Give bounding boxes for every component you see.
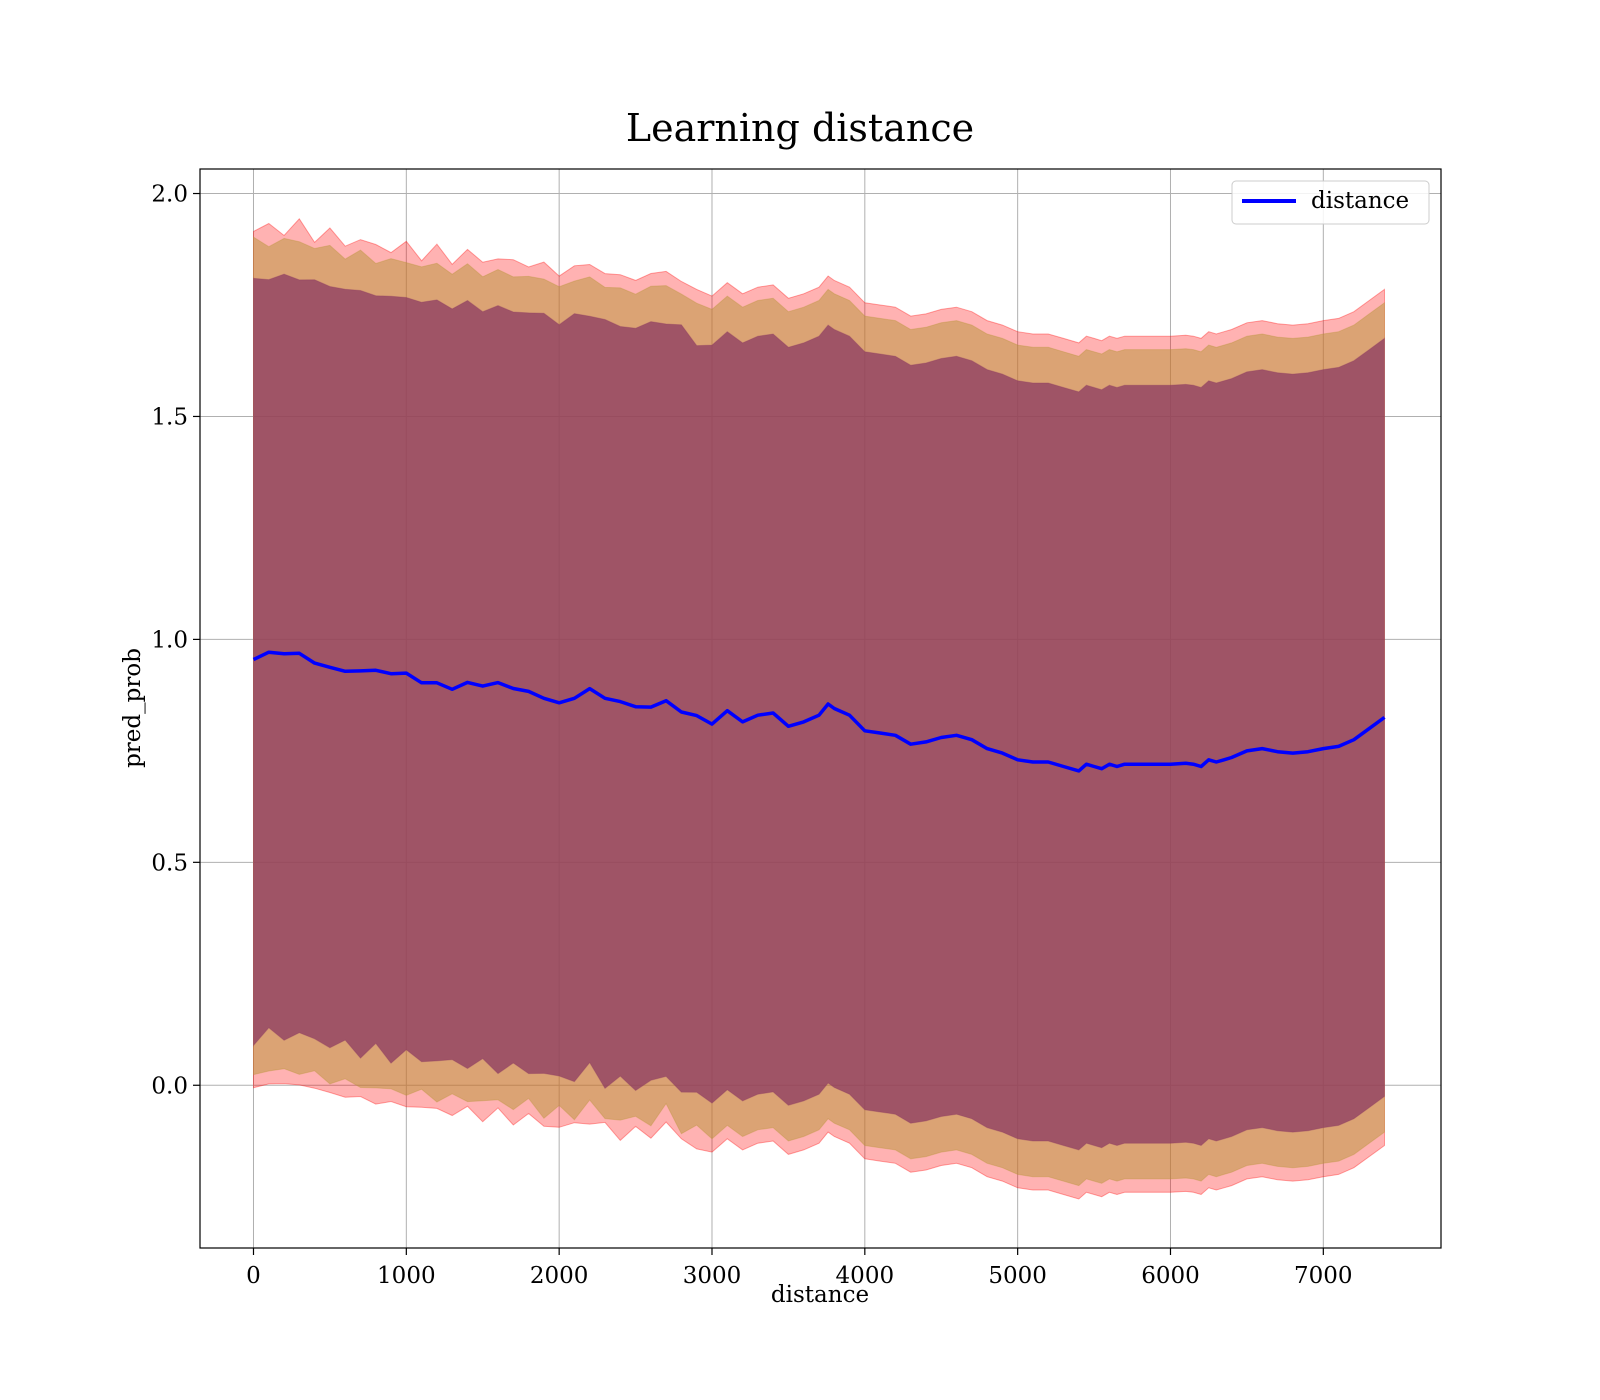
y-axis-label: pred_prob (120, 648, 146, 768)
x-tick-label-3: 3000 (683, 1263, 742, 1289)
confidence-bands (253, 217, 1385, 1200)
x-tick-label-4: 4000 (836, 1263, 895, 1289)
x-tick-label-6: 6000 (1141, 1263, 1200, 1289)
x-tick-label-5: 5000 (988, 1263, 1047, 1289)
y-tick-label-2: 1.0 (151, 627, 188, 653)
x-tick-label-7: 7000 (1294, 1263, 1353, 1289)
band-inner (253, 273, 1385, 1151)
y-tick-label-0: 0.0 (151, 1073, 188, 1099)
y-tick-label-3: 1.5 (151, 404, 188, 430)
y-tick-label-4: 2.0 (151, 182, 188, 208)
chart-title: Learning distance (626, 106, 974, 150)
x-tick-label-0: 0 (246, 1263, 261, 1289)
x-tick-label-1: 1000 (377, 1263, 436, 1289)
series-lines (252, 650, 1386, 773)
legend-label-distance: distance (1311, 188, 1409, 214)
series-line-0 (252, 650, 1386, 773)
plot-frame (199, 168, 1442, 1249)
y-axis-ticks: 0.0 0.5 1.0 1.5 2.0 (151, 182, 200, 1099)
y-tick-label-1: 0.5 (151, 850, 188, 876)
legend-box (1231, 180, 1430, 225)
x-axis-ticks: 0 1000 2000 3000 4000 5000 6000 7000 (246, 1248, 1353, 1289)
x-tick-label-2: 2000 (530, 1263, 589, 1289)
legend: distance (1231, 180, 1430, 225)
x-axis-label: distance (771, 1282, 869, 1308)
